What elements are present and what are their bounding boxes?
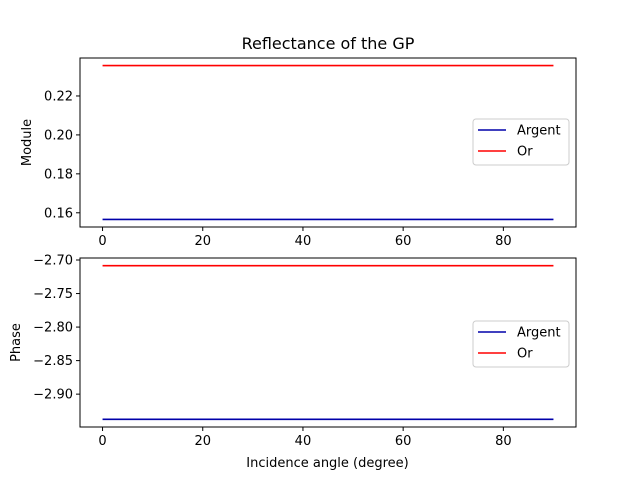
- plot-module: 0 20 40 60 80 0.16 0.18 0.20 0.22 Module Argent Or: [20, 57, 577, 249]
- x-tick-label: 60: [395, 434, 412, 449]
- x-tick-label: 80: [495, 234, 512, 249]
- legend-label-or: Or: [517, 347, 533, 362]
- y-tick-label: −2.90: [33, 388, 73, 403]
- x-tick-label: 20: [194, 434, 211, 449]
- y-tick-label: 0.20: [44, 128, 73, 143]
- y-axis-label: Module: [20, 119, 35, 166]
- x-tick-label: 20: [194, 234, 211, 249]
- axes-frame: [79, 57, 577, 228]
- legend: Argent Or: [472, 118, 570, 166]
- chart-title: Reflectance of the GP: [242, 34, 415, 53]
- y-tick-label: −2.85: [33, 354, 73, 369]
- y-tick-label: 0.22: [44, 89, 73, 104]
- x-tick-label: 40: [295, 434, 312, 449]
- y-tick-label: −2.80: [33, 321, 73, 336]
- legend-label-argent: Argent: [517, 326, 561, 341]
- legend-label-or: Or: [517, 145, 533, 160]
- y-axis-label: Phase: [9, 323, 24, 362]
- plot-phase: 0 20 40 60 80 −2.90 −2.85 −2.80 −2.75 −2.70 Phase I…: [9, 254, 577, 471]
- y-tick-label: 0.18: [44, 167, 73, 182]
- x-tick-label: 80: [495, 434, 512, 449]
- x-tick-label: 0: [98, 434, 106, 449]
- y-tick-label: −2.70: [33, 254, 73, 269]
- legend-label-argent: Argent: [517, 124, 561, 139]
- y-tick-label: −2.75: [33, 287, 73, 302]
- axes-frame: [79, 257, 577, 428]
- x-tick-label: 40: [295, 234, 312, 249]
- x-tick-label: 60: [395, 234, 412, 249]
- x-tick-label: 0: [98, 234, 106, 249]
- legend: Argent Or: [472, 320, 570, 368]
- x-axis-label: Incidence angle (degree): [246, 456, 409, 471]
- y-tick-label: 0.16: [44, 206, 73, 221]
